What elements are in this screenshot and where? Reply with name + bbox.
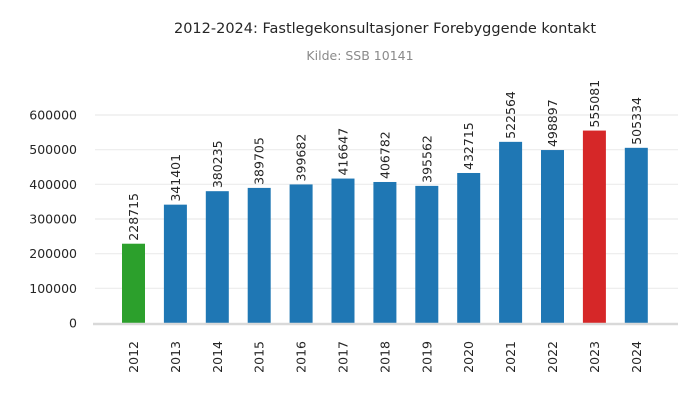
bar-2015 — [247, 187, 271, 323]
y-tick-label: 500000 — [29, 142, 77, 157]
x-tick-label: 2012 — [126, 341, 141, 373]
value-label: 522564 — [503, 91, 518, 139]
bar-2017 — [331, 178, 355, 323]
bar-2012 — [122, 243, 145, 323]
x-tick-label: 2021 — [503, 341, 518, 373]
bars — [122, 130, 648, 323]
value-label: 380235 — [210, 140, 225, 188]
value-label: 341401 — [168, 154, 183, 202]
value-label: 505334 — [629, 97, 644, 145]
x-tick-label: 2022 — [545, 341, 560, 373]
y-tick-label: 300000 — [29, 212, 77, 227]
bar-2023 — [582, 130, 606, 323]
value-label: 406782 — [377, 131, 392, 179]
x-tick-label: 2024 — [629, 341, 644, 373]
value-label: 498897 — [545, 99, 560, 147]
chart-subtitle: Kilde: SSB 10141 — [306, 48, 414, 63]
x-tick-label: 2015 — [252, 341, 267, 373]
bar-2021 — [499, 141, 523, 323]
chart-title: 2012-2024: Fastlegekonsultasjoner Foreby… — [173, 21, 597, 37]
bar-2016 — [289, 184, 313, 323]
value-labels: 228715 341401 380235 389705 399682 416647 4067… — [126, 80, 644, 241]
x-tick-label: 2017 — [336, 341, 351, 373]
x-tick-label: 2013 — [168, 341, 183, 373]
y-tick-label: 200000 — [29, 246, 77, 261]
bar-2018 — [373, 181, 397, 323]
y-tick-label: 100000 — [29, 281, 77, 296]
value-label: 432715 — [461, 122, 476, 170]
value-label: 416647 — [336, 128, 351, 176]
x-tick-label: 2016 — [294, 341, 309, 373]
x-tick-label: 2023 — [587, 341, 602, 373]
y-tick-label: 0 — [69, 316, 77, 331]
x-tick-label: 2019 — [419, 341, 434, 373]
bar-2024 — [624, 147, 648, 323]
bar-2013 — [163, 204, 187, 323]
value-label: 395562 — [419, 135, 434, 183]
bar-2014 — [205, 191, 229, 323]
value-label: 399682 — [294, 134, 309, 182]
value-label: 228715 — [126, 193, 141, 241]
bar-2019 — [415, 185, 439, 323]
bar-2022 — [541, 150, 564, 323]
y-axis-ticks: 0 100000 200000 300000 400000 500000 600000 — [29, 108, 77, 331]
x-tick-label: 2020 — [461, 341, 476, 373]
y-tick-label: 400000 — [29, 177, 77, 192]
value-label: 389705 — [252, 137, 267, 185]
bar-2020 — [457, 172, 481, 323]
x-tick-label: 2014 — [210, 341, 225, 373]
x-tick-label: 2018 — [377, 341, 392, 373]
y-tick-label: 600000 — [29, 108, 77, 123]
x-axis-ticks: 2012 2013 2014 2015 2016 2017 2018 2019 2020 2021… — [126, 341, 644, 373]
value-label: 555081 — [587, 80, 602, 128]
